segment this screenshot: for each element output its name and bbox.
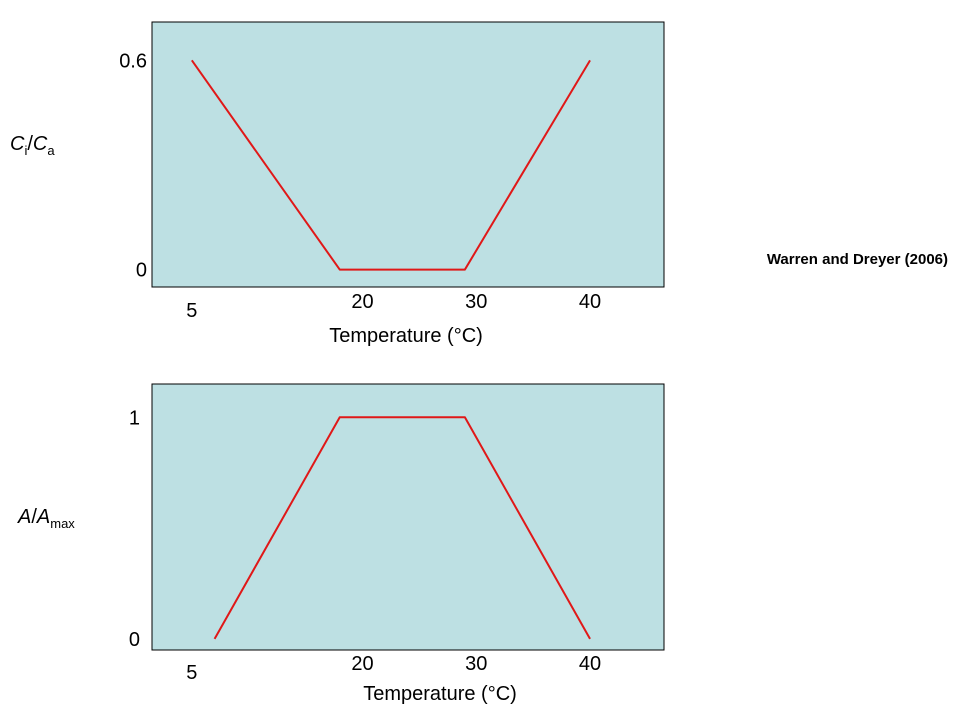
y-label-num-top: C [10,133,25,155]
svg-text:A/Amax: A/Amax [17,506,75,531]
y-label-slash-top: / [27,133,33,155]
y-tick-label-top-1: 0.6 [119,50,147,72]
x-axis-label-bottom: Temperature (°C) [363,683,517,705]
series-line-bottom-0 [213,416,591,640]
y-label-den-top: C [33,133,48,155]
y-tick-label-bottom-1: 1 [129,407,140,429]
y-label-num-sub-top: i [24,143,27,158]
x-axis-label-top: Temperature (°C) [329,325,483,347]
y-tick-label-top-0: 0 [136,260,147,282]
plot-area-top [151,21,665,288]
x-tick-label-bottom-1: 20 [351,653,373,675]
y-label-num-bottom: A [17,506,31,528]
x-tick-label-bottom-0: 5 [186,662,197,684]
y-axis-label-bottom: A/Amax [17,506,75,531]
source-citation: Warren and Dreyer (2006) [767,251,948,268]
x-tick-label-top-3: 40 [579,291,601,313]
x-tick-label-top-2: 30 [465,291,487,313]
y-label-slash-bottom: / [31,506,37,528]
x-tick-label-bottom-3: 40 [579,653,601,675]
chart-bottom: A/Amax Temperature (°C) 5 20 30 40 0 1 [17,383,665,705]
x-tick-label-top-1: 20 [351,291,373,313]
x-tick-label-top-0: 5 [186,300,197,322]
plot-area-bottom [151,383,665,651]
svg-text:Ci/Ca: Ci/Ca [10,133,55,158]
y-label-den-sub-bottom: max [50,516,75,531]
y-axis-label-top: Ci/Ca [10,133,55,158]
x-tick-label-bottom-2: 30 [465,653,487,675]
series-line-top-0 [191,59,591,271]
y-label-den-sub-top: a [47,143,55,158]
y-label-den-bottom: A [36,506,50,528]
chart-top: Ci/Ca Temperature (°C) 5 20 30 40 0 0.6 [10,21,665,347]
y-tick-label-bottom-0: 0 [129,629,140,651]
